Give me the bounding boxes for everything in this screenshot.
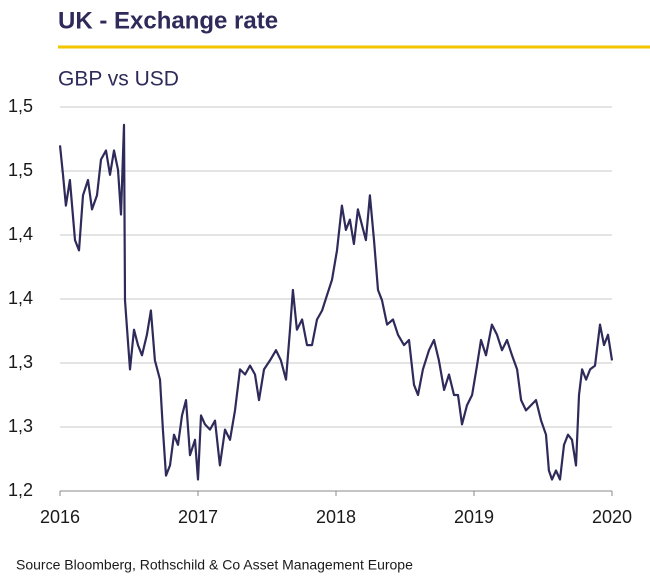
x-tick-label: 2019 <box>454 507 494 527</box>
x-tick-label: 2018 <box>316 507 356 527</box>
y-tick-label: 1,5 <box>8 96 33 116</box>
y-tick-label: 1,3 <box>8 416 33 436</box>
source-note: Source Bloomberg, Rothschild & Co Asset … <box>16 557 413 573</box>
x-tick-label: 2016 <box>40 507 80 527</box>
y-tick-label: 1,3 <box>8 352 33 372</box>
y-tick-label: 1,2 <box>8 480 33 500</box>
y-tick-label: 1,4 <box>8 224 33 244</box>
line-series <box>58 123 614 481</box>
x-tick-label: 2020 <box>592 507 632 527</box>
y-tick-label: 1,5 <box>8 160 33 180</box>
y-tick-label: 1,4 <box>8 288 33 308</box>
chart-subtitle: GBP vs USD <box>58 68 179 91</box>
chart-title: UK - Exchange rate <box>58 7 278 34</box>
x-tick-label: 2017 <box>178 507 218 527</box>
